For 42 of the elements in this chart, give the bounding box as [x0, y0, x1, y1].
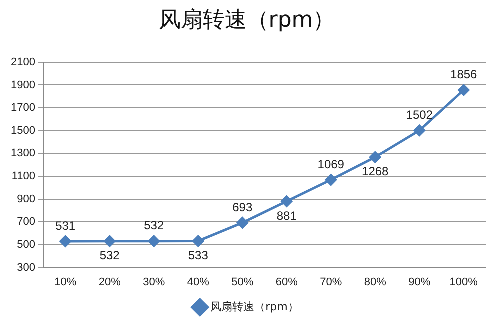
point — [236, 217, 248, 229]
data-label: 881 — [276, 208, 298, 223]
data-label: 1069 — [318, 157, 345, 172]
point — [104, 236, 116, 248]
data-label: 532 — [144, 218, 164, 233]
point — [60, 236, 72, 248]
y-tick-label: 2100 — [10, 56, 36, 68]
y-tick-label: 1100 — [12, 170, 36, 183]
x-tick-label: 40% — [187, 276, 210, 288]
x-tick-label: 100% — [450, 276, 478, 288]
y-tick-label: 1500 — [10, 124, 36, 137]
data-label: 531 — [56, 218, 76, 233]
x-tick-label: 80% — [364, 276, 387, 288]
point — [370, 152, 382, 164]
data-label: 693 — [232, 200, 253, 214]
y-tick-label: 1300 — [10, 148, 36, 160]
legend-label: 风扇转速（rpm） — [210, 300, 299, 314]
point — [458, 84, 470, 96]
x-tick-label: 30% — [143, 276, 166, 288]
x-tick-label: 70% — [320, 276, 342, 288]
x-tick-label: 20% — [98, 276, 122, 288]
point — [192, 235, 204, 247]
point — [414, 124, 426, 136]
y-tick-label: 300 — [17, 262, 36, 274]
data-label: 1502 — [406, 108, 434, 122]
y-tick-label: 900 — [17, 193, 36, 206]
x-tick-label: 10% — [54, 276, 77, 288]
data-label: 1268 — [362, 164, 390, 179]
data-label: 532 — [100, 248, 120, 263]
point — [281, 196, 293, 208]
y-tick-label: 500 — [17, 239, 36, 252]
y-tick-label: 1900 — [10, 79, 36, 92]
data-label: 1856 — [450, 68, 478, 82]
y-tick-label: 700 — [17, 216, 36, 228]
x-tick-label: 60% — [276, 276, 298, 288]
x-tick-label: 90% — [408, 276, 431, 288]
data-label: 533 — [188, 248, 209, 263]
y-tick-label: 1700 — [10, 102, 36, 114]
chart-title: 风扇转速（rpm） — [158, 8, 336, 33]
x-tick-label: 50% — [232, 276, 254, 288]
point — [325, 174, 337, 186]
point — [148, 236, 160, 248]
